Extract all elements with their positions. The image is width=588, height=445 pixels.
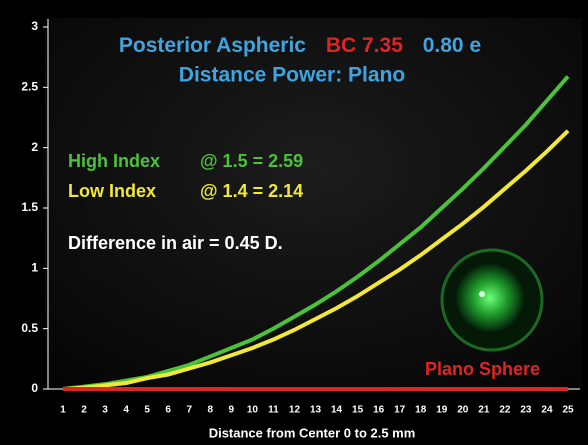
y-tick-label: 3 [31,19,38,33]
y-tick-label: 2 [31,140,38,154]
x-tick-label: 20 [457,405,469,416]
x-tick-label: 10 [247,405,259,416]
x-tick-label: 8 [208,405,214,416]
x-tick-label: 13 [310,405,322,416]
series-label: High Index [68,151,160,171]
x-tick-label: 7 [186,405,192,416]
x-tick-label: 1 [60,405,66,416]
chart: Posterior Aspheric BC 7.35 0.80 e Distan… [0,0,588,445]
x-tick-label: 6 [165,405,171,416]
x-tick-label: 19 [436,405,448,416]
x-tick-label: 12 [289,405,301,416]
x-tick-label: 25 [562,405,574,416]
x-tick-label: 16 [373,405,385,416]
chart-subtitle: Distance Power: Plano [179,64,405,87]
y-tick-label: 1.5 [21,200,38,214]
title-part: BC 7.35 [326,34,403,57]
title-part: 0.80 e [423,34,481,57]
x-tick-label: 24 [541,405,553,416]
x-tick-label: 21 [478,405,490,416]
x-axis-label: Distance from Center 0 to 2.5 mm [209,425,416,440]
x-tick-label: 23 [520,405,532,416]
series-label: Plano Sphere [425,359,540,379]
x-tick-label: 5 [144,405,150,416]
y-tick-label: 0.5 [21,321,38,335]
x-tick-label: 18 [415,405,427,416]
x-tick-label: 2 [81,405,87,416]
series-label: Low Index [68,181,156,201]
x-tick-label: 17 [394,405,406,416]
chart-title: Posterior Aspheric BC 7.35 0.80 e [119,34,481,57]
y-tick-label: 1 [31,261,38,275]
title-part: Posterior Aspheric [119,34,306,57]
page: {"chart_data": { "type": "line", "title"… [0,0,588,445]
x-tick-label: 14 [331,405,343,416]
y-tick-label: 2.5 [21,80,38,94]
y-tick-label: 0 [31,381,38,395]
x-tick-label: 11 [268,405,279,416]
x-tick-label: 9 [229,405,235,416]
x-tick-label: 22 [499,405,511,416]
lens-photo [442,250,542,350]
series-annotation: @ 1.5 = 2.59 [200,151,303,171]
x-tick-label: 15 [352,405,364,416]
series-annotation: @ 1.4 = 2.14 [200,181,303,201]
annotation: Difference in air = 0.45 D. [68,233,283,253]
x-tick-label: 3 [102,405,108,416]
x-tick-label: 4 [123,405,129,416]
